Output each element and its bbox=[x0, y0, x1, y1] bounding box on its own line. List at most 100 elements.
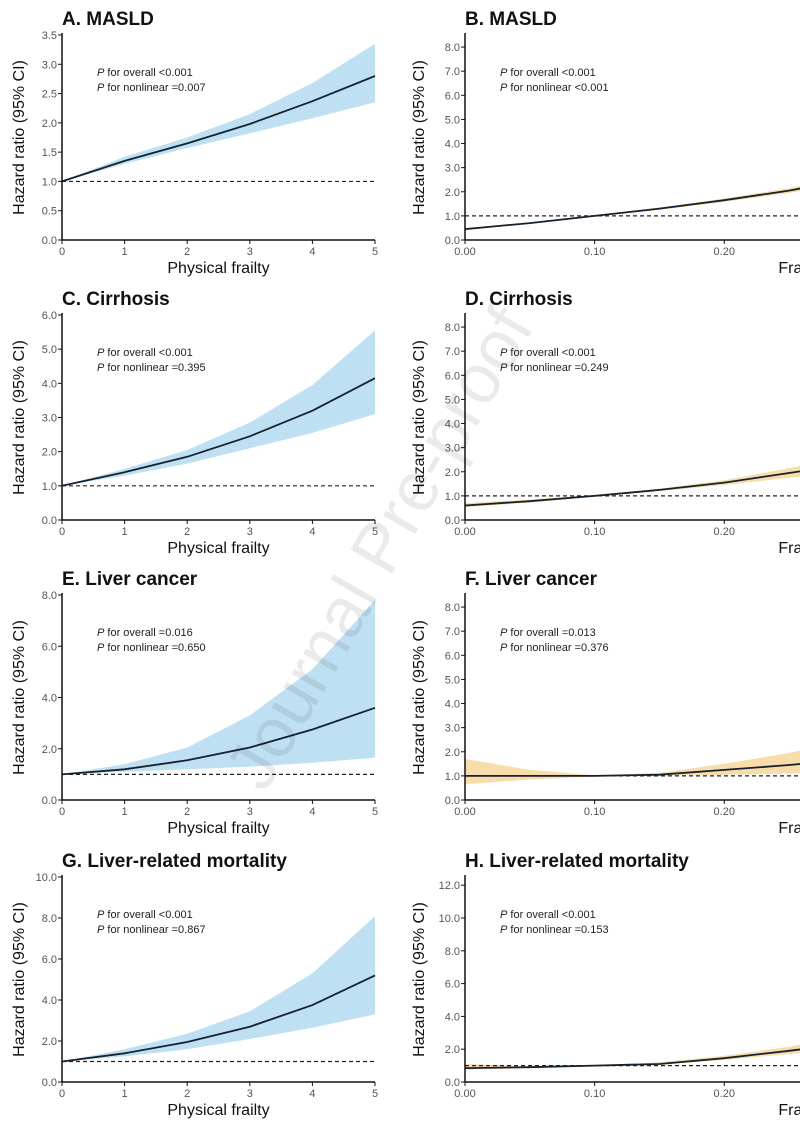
y-tick-label: 3.5 bbox=[42, 30, 57, 42]
y-tick-label: 6.0 bbox=[445, 90, 460, 102]
y-tick-label: 3.0 bbox=[42, 59, 57, 71]
p-description: for overall bbox=[104, 627, 158, 639]
p-description: for overall bbox=[507, 909, 561, 921]
p-description: for nonlinear bbox=[507, 642, 574, 654]
y-tick-label: 2.0 bbox=[445, 467, 460, 479]
y-tick-label: 6.0 bbox=[42, 310, 57, 322]
y-tick-label: 1.5 bbox=[42, 147, 57, 159]
panel-a: A. MASLD 0.0 0.5 1.0 1.5 2.0 2.5 3.0 3.5 0 1 2 3 4 5 Ph… bbox=[11, 9, 378, 277]
p-symbol: P bbox=[97, 924, 105, 936]
p-description: for overall bbox=[507, 347, 561, 359]
y-axis-label: Hazard ratio (95% CI) bbox=[411, 340, 428, 495]
x-tick-label: 2 bbox=[184, 1088, 190, 1100]
panel-title: B. MASLD bbox=[465, 9, 557, 30]
y-tick-label: 1.0 bbox=[445, 491, 460, 503]
y-tick-label: 5.0 bbox=[445, 114, 460, 126]
p-symbol: P bbox=[500, 627, 508, 639]
p-value: <0.001 bbox=[159, 67, 193, 79]
panel-c: C. Cirrhosis 0.0 1.0 2.0 3.0 4.0 5.0 6.0 0 1 2 3 4 5 P… bbox=[11, 289, 378, 557]
y-tick-label: 2.0 bbox=[42, 1036, 57, 1048]
p-description: for nonlinear bbox=[104, 642, 171, 654]
y-axis-label: Hazard ratio (95% CI) bbox=[11, 620, 28, 775]
x-tick-label: 0 bbox=[59, 526, 65, 538]
y-tick-label: 2.0 bbox=[445, 747, 460, 759]
p-value: <0.001 bbox=[562, 347, 596, 359]
y-tick-label: 10.0 bbox=[439, 913, 460, 925]
p-overall-annotation: P for overall <0.001 bbox=[500, 347, 596, 359]
x-tick-label: 0.20 bbox=[714, 1088, 735, 1100]
x-tick-label: 0.20 bbox=[714, 526, 735, 538]
y-axis-label: Hazard ratio (95% CI) bbox=[11, 902, 28, 1057]
y-tick-label: 5.0 bbox=[445, 674, 460, 686]
p-value: =0.867 bbox=[172, 924, 206, 936]
y-tick-label: 6.0 bbox=[42, 641, 57, 653]
panel-d: D. Cirrhosis 0.0 1.0 2.0 3.0 4.0 5.0 6.0 7.0 8.0 0… bbox=[411, 289, 800, 557]
p-value: <0.001 bbox=[575, 82, 609, 94]
x-tick-label: 2 bbox=[184, 246, 190, 258]
p-description: for nonlinear bbox=[104, 924, 171, 936]
p-description: for overall bbox=[104, 347, 158, 359]
p-value: =0.016 bbox=[159, 627, 193, 639]
x-tick-label: 0.10 bbox=[584, 246, 605, 258]
x-tick-label: 1 bbox=[122, 246, 128, 258]
p-nonlinear-annotation: P for nonlinear =0.007 bbox=[97, 82, 206, 94]
p-value: <0.001 bbox=[562, 67, 596, 79]
x-tick-label: 0.10 bbox=[584, 806, 605, 818]
panel-e: E. Liver cancer 0.0 2.0 4.0 6.0 8.0 0 1 2 3 4 5 Phys… bbox=[11, 569, 378, 837]
y-axis-label: Hazard ratio (95% CI) bbox=[411, 902, 428, 1057]
panel-title: F. Liver cancer bbox=[465, 569, 598, 590]
estimate-line bbox=[61, 75, 376, 183]
panel-title: C. Cirrhosis bbox=[62, 289, 170, 310]
x-axis-label: Physical frailty bbox=[167, 820, 269, 837]
y-tick-label: 5.0 bbox=[445, 394, 460, 406]
y-tick-label: 4.0 bbox=[445, 1011, 460, 1023]
x-tick-label: 1 bbox=[122, 1088, 128, 1100]
p-symbol: P bbox=[97, 642, 105, 654]
y-tick-label: 5.0 bbox=[42, 344, 57, 356]
y-tick-label: 7.0 bbox=[445, 626, 460, 638]
y-tick-label: 0.5 bbox=[42, 206, 57, 218]
p-description: for nonlinear bbox=[104, 362, 171, 374]
p-nonlinear-annotation: P for nonlinear =0.650 bbox=[97, 642, 206, 654]
y-tick-label: 0.0 bbox=[445, 515, 460, 527]
estimate-line bbox=[465, 763, 800, 777]
x-tick-label: 2 bbox=[184, 526, 190, 538]
p-symbol: P bbox=[500, 67, 508, 79]
y-tick-label: 0.0 bbox=[42, 515, 57, 527]
x-tick-label: 3 bbox=[247, 806, 253, 818]
x-tick-label: 2 bbox=[184, 806, 190, 818]
p-symbol: P bbox=[500, 82, 508, 94]
estimate-line bbox=[61, 377, 376, 487]
y-tick-label: 4.0 bbox=[445, 699, 460, 711]
p-symbol: P bbox=[97, 909, 105, 921]
p-symbol: P bbox=[97, 347, 105, 359]
y-tick-label: 3.0 bbox=[445, 443, 460, 455]
x-tick-label: 0.00 bbox=[454, 246, 475, 258]
panel-title: H. Liver-related mortality bbox=[465, 851, 689, 872]
x-tick-label: 0.00 bbox=[454, 1088, 475, 1100]
x-axis-label: Physical frailty bbox=[167, 260, 269, 277]
estimate-line bbox=[464, 1048, 800, 1069]
x-tick-label: 0.00 bbox=[454, 526, 475, 538]
y-tick-label: 7.0 bbox=[445, 66, 460, 78]
panel-title: G. Liver-related mortality bbox=[62, 851, 287, 872]
y-tick-label: 8.0 bbox=[42, 913, 57, 925]
estimate-line bbox=[61, 974, 376, 1063]
p-symbol: P bbox=[97, 82, 105, 94]
p-nonlinear-annotation: P for nonlinear =0.153 bbox=[500, 924, 609, 936]
x-tick-label: 4 bbox=[309, 526, 315, 538]
y-tick-label: 8.0 bbox=[445, 602, 460, 614]
x-axis-label: Physical frailty bbox=[167, 540, 269, 557]
p-symbol: P bbox=[500, 924, 508, 936]
x-tick-label: 5 bbox=[372, 1088, 378, 1100]
y-axis-label: Hazard ratio (95% CI) bbox=[411, 620, 428, 775]
y-tick-label: 8.0 bbox=[445, 42, 460, 54]
y-tick-label: 6.0 bbox=[445, 979, 460, 991]
x-axis-label: Frailty index bbox=[778, 1102, 800, 1119]
y-axis-label: Hazard ratio (95% CI) bbox=[11, 60, 28, 215]
y-tick-label: 0.0 bbox=[445, 795, 460, 807]
panel-h: H. Liver-related mortality 0.0 2.0 4.0 6.0 8.… bbox=[411, 851, 800, 1119]
x-axis-label: Frailty index bbox=[778, 540, 800, 557]
p-symbol: P bbox=[500, 362, 508, 374]
